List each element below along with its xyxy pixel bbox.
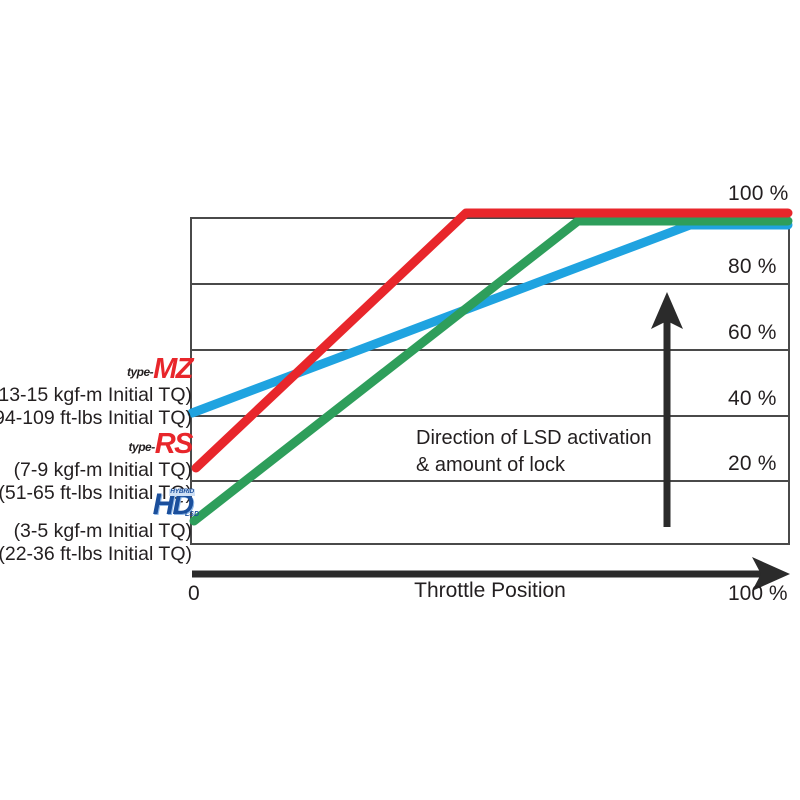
y-tick-40: 40 %	[728, 387, 777, 410]
y-tick-100: 100 %	[728, 182, 789, 205]
rs-spec-metric: (7-9 kgf-m Initial TQ)	[13, 459, 192, 481]
legend-item-hd: HD HYBRID LSD (3-5 kgf-m Initial TQ) (22…	[0, 488, 199, 566]
hd-spec-metric: (3-5 kgf-m Initial TQ)	[13, 520, 192, 542]
hd-logo: HD HYBRID LSD	[153, 488, 199, 520]
legend-item-mz: type-MZ (13-15 kgf-m Initial TQ) (94-109…	[0, 353, 194, 430]
direction-annotation: Direction of LSD activation & amount of …	[416, 425, 652, 479]
x-tick-0: 0	[188, 582, 200, 605]
type-rs-logo-mark: RS	[154, 428, 194, 460]
gridline-40	[190, 415, 790, 417]
x-tick-100: 100 %	[728, 582, 788, 605]
type-rs-logo-prefix: type-	[128, 440, 156, 454]
type-mz-logo: type-MZ	[126, 353, 194, 385]
rs-spec-imperial: (51-65 ft-lbs Initial TQ)	[0, 482, 192, 504]
mz-spec-metric: (13-15 kgf-m Initial TQ)	[0, 384, 192, 406]
plot-area	[190, 217, 790, 545]
gridline-20	[190, 480, 790, 482]
type-rs-logo: type-RS	[128, 428, 194, 460]
type-mz-logo-mark: MZ	[153, 353, 193, 385]
y-tick-80: 80 %	[728, 255, 777, 278]
hd-spec-imperial: (22-36 ft-lbs Initial TQ)	[0, 543, 192, 565]
x-axis-title: Throttle Position	[414, 579, 566, 602]
type-mz-logo-prefix: type-	[126, 365, 154, 379]
y-tick-60: 60 %	[728, 321, 777, 344]
gridline-60	[190, 349, 790, 351]
hd-logo-superscript: HYBRID	[169, 488, 195, 496]
annotation-line-1: Direction of LSD activation	[416, 427, 652, 449]
legend-item-rs: type-RS (7-9 kgf-m Initial TQ) (51-65 ft…	[0, 428, 194, 505]
gridline-80	[190, 283, 790, 285]
mz-spec-imperial: (94-109 ft-lbs Initial TQ)	[0, 407, 192, 429]
hd-logo-subscript: LSD	[185, 511, 199, 518]
annotation-line-2: & amount of lock	[416, 454, 565, 476]
y-tick-20: 20 %	[728, 452, 777, 475]
